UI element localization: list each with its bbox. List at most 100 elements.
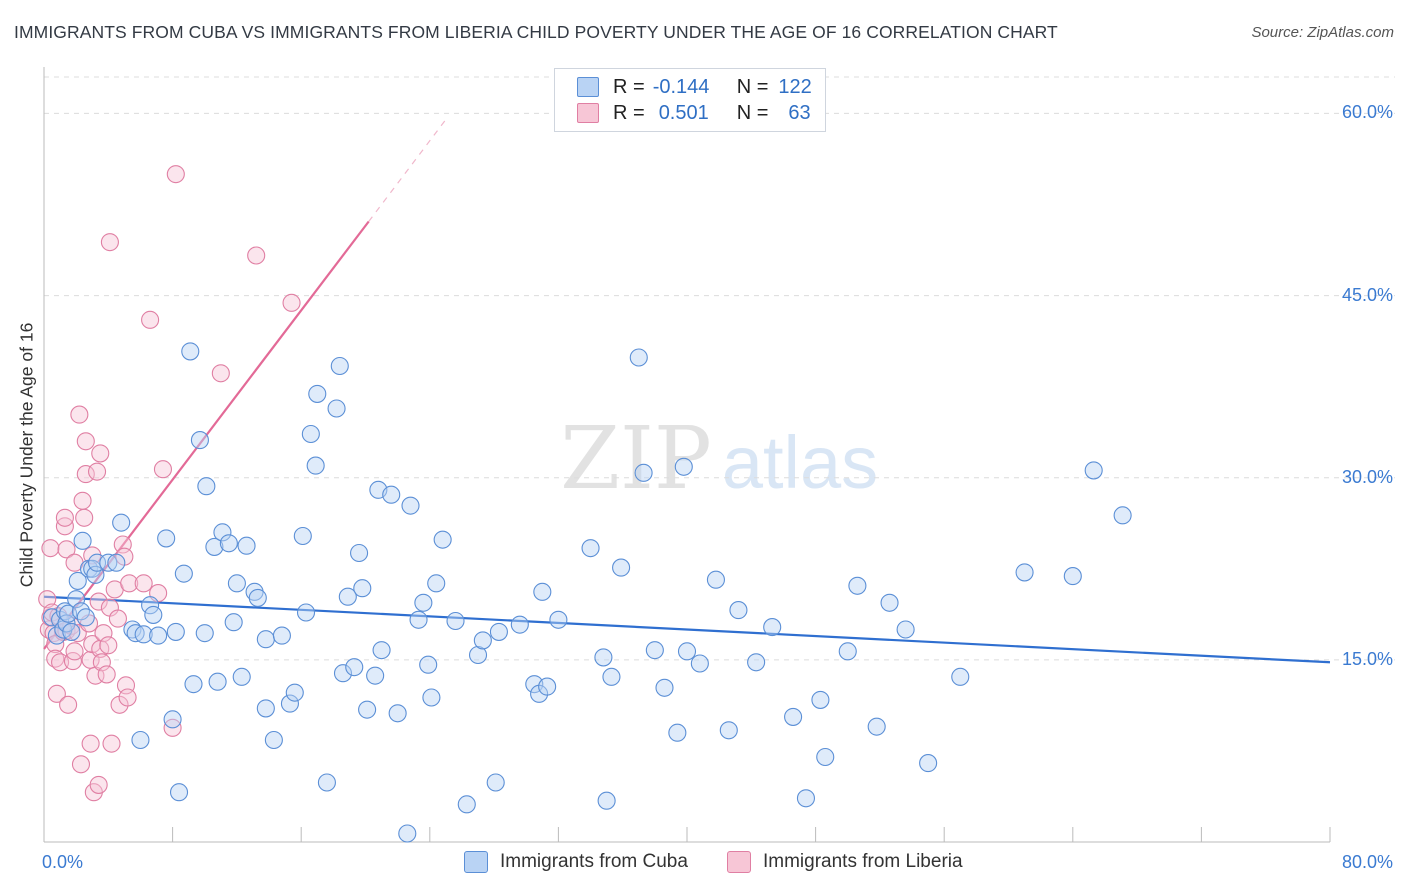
data-point-cuba <box>112 513 131 532</box>
data-point-cuba <box>181 342 200 361</box>
data-point-cuba <box>166 622 185 641</box>
data-point-cuba <box>880 593 899 612</box>
series-cuba <box>42 342 1132 843</box>
source-label: Source: ZipAtlas.com <box>1251 24 1394 41</box>
trend-line-liberia-extension <box>368 119 447 222</box>
data-point-cuba <box>677 642 697 661</box>
data-point-liberia <box>211 364 230 383</box>
data-point-cuba <box>629 348 648 367</box>
legend-r-label: R = <box>613 101 645 124</box>
data-point-cuba <box>71 602 91 621</box>
data-point-liberia <box>73 491 92 510</box>
correlation-legend: R = -0.144 N = 122 R = 0.501 N = 63 <box>554 68 826 132</box>
data-point-liberia <box>100 233 119 252</box>
data-point-cuba <box>645 641 664 660</box>
data-point-cuba <box>280 694 299 713</box>
data-point-cuba <box>62 622 81 641</box>
y-tick-label: 45.0% <box>1341 284 1393 305</box>
chart-title: IMMIGRANTS FROM CUBA VS IMMIGRANTS FROM … <box>14 22 1058 42</box>
data-point-cuba <box>729 601 748 620</box>
data-point-cuba <box>549 610 568 629</box>
data-point-cuba <box>256 699 275 718</box>
data-point-cuba <box>655 678 674 697</box>
legend-n-value-cuba: 122 <box>778 75 812 98</box>
data-point-liberia <box>153 460 173 479</box>
data-point-cuba <box>107 553 126 572</box>
data-point-cuba <box>409 610 428 629</box>
data-point-cuba <box>327 399 346 418</box>
data-point-liberia <box>81 734 100 753</box>
legend-item-cuba[interactable]: Immigrants from Cuba <box>464 851 688 873</box>
y-axis-label: Child Poverty Under the Age of 16 <box>16 322 37 588</box>
y-tick-label: 15.0% <box>1341 648 1393 669</box>
legend-swatch-cuba <box>577 77 599 97</box>
data-point-cuba <box>213 523 232 542</box>
data-point-cuba <box>489 622 508 641</box>
data-point-cuba <box>446 611 465 631</box>
data-point-cuba <box>149 626 168 645</box>
series-legend: Immigrants from Cuba Immigrants from Lib… <box>0 851 1406 877</box>
data-point-cuba <box>784 707 803 726</box>
legend-label-cuba: Immigrants from Cuba <box>500 851 688 872</box>
data-point-liberia <box>59 695 78 714</box>
data-point-cuba <box>1113 506 1132 525</box>
data-point-liberia <box>71 755 91 774</box>
legend-swatch-liberia <box>727 851 751 873</box>
legend-r-value-cuba: -0.144 <box>652 75 710 98</box>
data-point-cuba <box>811 690 830 709</box>
legend-swatch-liberia <box>577 103 599 123</box>
data-point-cuba <box>951 667 970 686</box>
data-point-cuba <box>848 576 867 595</box>
data-point-cuba <box>169 783 189 802</box>
data-point-cuba <box>197 477 216 496</box>
data-point-cuba <box>157 529 176 548</box>
data-point-cuba <box>76 608 95 627</box>
data-point-cuba <box>867 717 886 736</box>
data-point-cuba <box>401 496 420 515</box>
data-point-cuba <box>141 596 160 615</box>
data-point-cuba <box>719 721 738 740</box>
data-point-liberia <box>55 508 74 527</box>
data-point-cuba <box>248 588 267 607</box>
data-point-cuba <box>427 574 446 593</box>
data-point-liberia <box>108 609 127 628</box>
legend-row-liberia: R = 0.501 N = 63 <box>577 100 811 126</box>
data-point-cuba <box>398 824 417 843</box>
data-point-cuba <box>919 754 938 773</box>
data-point-cuba <box>581 539 600 558</box>
data-point-cuba <box>538 677 557 696</box>
data-point-liberia <box>51 653 70 672</box>
data-point-cuba <box>668 723 687 742</box>
data-point-liberia <box>76 465 95 484</box>
data-point-liberia <box>91 444 110 463</box>
y-tick-label: 30.0% <box>1341 466 1393 487</box>
data-point-cuba <box>73 531 92 550</box>
data-point-cuba <box>634 463 653 482</box>
data-point-liberia <box>75 508 94 527</box>
data-point-liberia <box>87 462 107 481</box>
data-point-cuba <box>195 624 214 643</box>
data-point-liberia <box>65 642 84 661</box>
data-point-cuba <box>317 773 336 792</box>
data-point-cuba <box>419 655 438 674</box>
data-point-cuba <box>232 667 251 686</box>
data-point-cuba <box>706 570 725 589</box>
data-point-cuba <box>473 631 492 650</box>
data-point-cuba <box>838 642 857 661</box>
data-point-cuba <box>131 730 150 750</box>
x-tick-label: 80.0% <box>1341 852 1393 872</box>
legend-n-value-liberia: 63 <box>788 101 811 124</box>
data-point-liberia <box>89 592 108 611</box>
legend-item-liberia[interactable]: Immigrants from Liberia <box>727 851 963 873</box>
data-point-cuba <box>163 710 182 729</box>
data-point-cuba <box>338 587 357 606</box>
data-point-liberia <box>41 539 60 558</box>
data-point-liberia <box>94 624 113 643</box>
data-point-cuba <box>594 648 613 667</box>
data-point-cuba <box>237 536 256 555</box>
data-point-cuba <box>366 666 385 685</box>
legend-r-value-liberia: 0.501 <box>658 101 709 124</box>
data-point-cuba <box>358 700 377 719</box>
data-point-cuba <box>612 558 631 577</box>
